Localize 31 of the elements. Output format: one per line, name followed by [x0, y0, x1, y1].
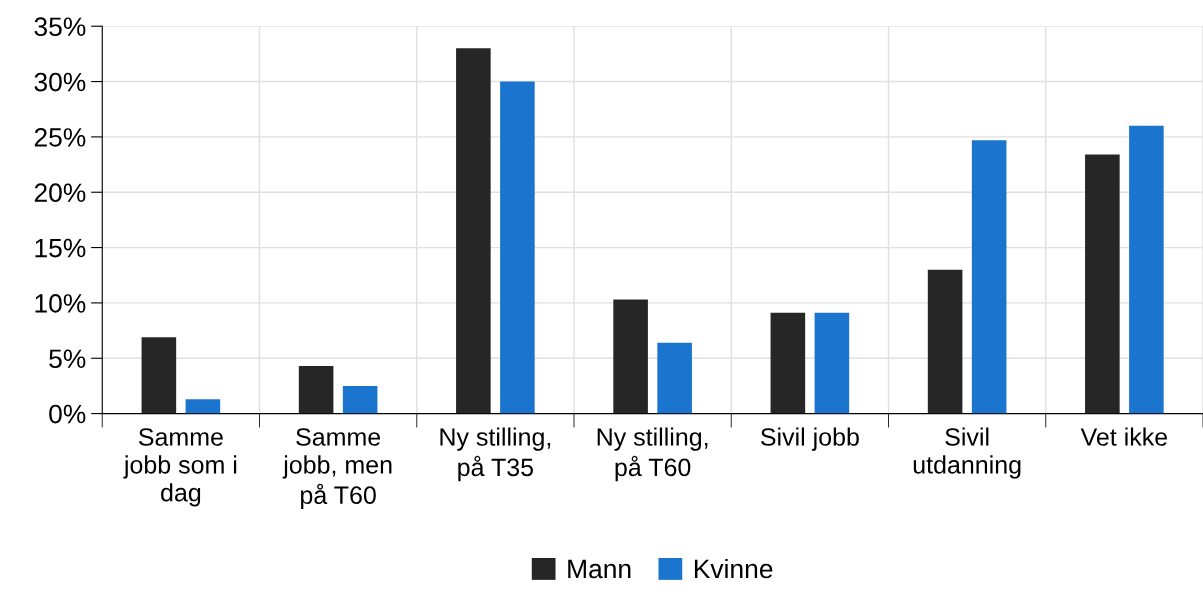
y-tick-label: 0%: [49, 404, 86, 424]
x-tick-label: Sivil utdanning: [913, 427, 1021, 479]
bar: [1129, 125, 1164, 414]
bar: [657, 342, 692, 414]
bar: [342, 385, 378, 414]
y-tick-label: 15%: [35, 238, 86, 258]
bar: [185, 399, 221, 414]
bar: [927, 269, 963, 414]
bar: [770, 312, 806, 414]
x-tick-label: Samme jobb som i dag: [123, 428, 237, 507]
y-tick-label: 20%: [34, 183, 86, 203]
y-tick-label: 30%: [34, 72, 86, 92]
bar: [971, 140, 1007, 414]
x-tick-label: Sivil jobb: [760, 427, 859, 451]
bar: [613, 299, 648, 414]
y-tick-label: 5%: [49, 349, 86, 369]
x-tick-label: Ny stilling, på T35: [440, 427, 551, 482]
x-tick-label: Ny stilling, på T60: [597, 427, 708, 482]
y-tick-label: 25%: [34, 128, 86, 147]
y-tick-label: 10%: [35, 294, 86, 313]
legend-label: Kvinne: [694, 558, 773, 579]
y-tick-label: 35%: [34, 17, 86, 37]
bar: [298, 365, 334, 414]
bar: [814, 312, 850, 414]
x-tick-label: Samme jobb, men på T60: [282, 428, 392, 509]
bar: [1085, 154, 1120, 414]
legend-label: Mann: [568, 559, 631, 579]
bar: [141, 337, 177, 414]
bar: [456, 48, 491, 414]
bar: [500, 81, 535, 414]
x-tick-label: Vet ikke: [1080, 427, 1168, 446]
